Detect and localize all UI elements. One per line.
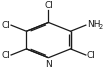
Text: Cl: Cl (44, 1, 53, 10)
Text: Cl: Cl (87, 50, 96, 59)
Text: NH: NH (87, 20, 100, 29)
Text: Cl: Cl (1, 21, 10, 30)
Text: N: N (45, 60, 52, 69)
Text: 2: 2 (98, 24, 102, 30)
Text: Cl: Cl (1, 50, 10, 59)
